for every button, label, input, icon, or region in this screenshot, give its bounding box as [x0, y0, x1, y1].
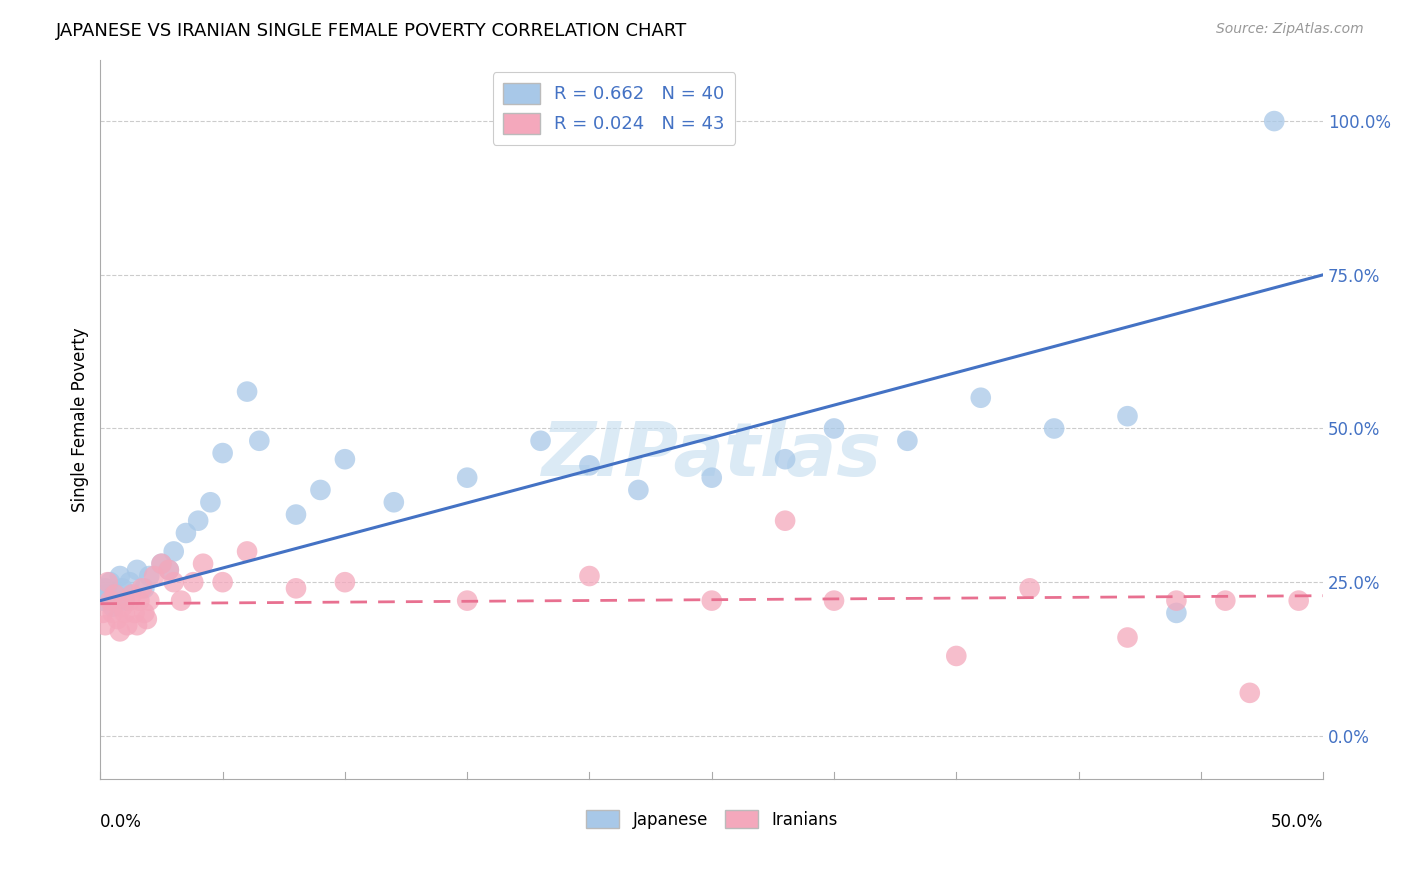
Point [170, 593, 193, 607]
Point [97, 575, 120, 590]
Point [121, 587, 143, 601]
Legend: Japanese, Iranians: Japanese, Iranians [579, 804, 844, 835]
Point [211, 446, 233, 460]
Point [1018, 582, 1040, 596]
Point [94, 618, 117, 632]
Point [578, 458, 600, 473]
Point [247, 434, 270, 448]
Point [107, 593, 129, 607]
Point [98, 575, 121, 590]
Point [773, 514, 796, 528]
Point [163, 575, 186, 590]
Point [118, 575, 141, 590]
Point [101, 606, 124, 620]
Point [94, 582, 117, 596]
Point [125, 618, 148, 632]
Point [163, 544, 186, 558]
Point [107, 612, 129, 626]
Point [191, 557, 214, 571]
Point [285, 508, 308, 522]
Point [1263, 114, 1285, 128]
Point [382, 495, 405, 509]
Point [1116, 631, 1139, 645]
Point [174, 526, 197, 541]
Point [1166, 606, 1188, 620]
Point [333, 452, 356, 467]
Point [143, 569, 166, 583]
Text: ZIPatlas: ZIPatlas [541, 418, 882, 491]
Point [118, 593, 141, 607]
Point [134, 582, 156, 596]
Point [285, 582, 308, 596]
Point [1239, 686, 1261, 700]
Point [150, 557, 173, 571]
Point [1166, 593, 1188, 607]
Point [187, 514, 209, 528]
Point [111, 599, 134, 614]
Point [578, 569, 600, 583]
Point [114, 606, 136, 620]
Text: JAPANESE VS IRANIAN SINGLE FEMALE POVERTY CORRELATION CHART: JAPANESE VS IRANIAN SINGLE FEMALE POVERT… [56, 22, 688, 40]
Point [125, 563, 148, 577]
Point [91, 593, 114, 607]
Point [108, 624, 131, 639]
Point [627, 483, 650, 497]
Point [157, 563, 180, 577]
Point [1213, 593, 1236, 607]
Point [896, 434, 918, 448]
Point [150, 557, 173, 571]
Point [138, 593, 160, 607]
Point [529, 434, 551, 448]
Point [970, 391, 993, 405]
Point [1288, 593, 1310, 607]
Point [138, 569, 160, 583]
Point [108, 569, 131, 583]
Point [823, 593, 845, 607]
Point [104, 587, 127, 601]
Point [456, 593, 478, 607]
Point [945, 648, 967, 663]
Point [1116, 409, 1139, 424]
Text: 50.0%: 50.0% [1271, 813, 1323, 830]
Point [157, 563, 180, 577]
Point [128, 593, 150, 607]
Point [823, 421, 845, 435]
Point [114, 593, 136, 607]
Point [101, 599, 124, 614]
Point [700, 470, 723, 484]
Point [104, 587, 127, 601]
Point [131, 582, 153, 596]
Point [111, 582, 134, 596]
Point [309, 483, 332, 497]
Point [181, 575, 204, 590]
Point [1043, 421, 1066, 435]
Text: 0.0%: 0.0% [100, 813, 142, 830]
Point [200, 495, 222, 509]
Point [456, 470, 478, 484]
Point [236, 544, 259, 558]
Point [700, 593, 723, 607]
Point [773, 452, 796, 467]
Point [134, 606, 156, 620]
Point [91, 606, 114, 620]
Point [97, 587, 120, 601]
Point [124, 606, 146, 620]
Point [117, 618, 139, 632]
Point [211, 575, 233, 590]
Y-axis label: Single Female Poverty: Single Female Poverty [72, 327, 89, 512]
Point [236, 384, 259, 399]
Point [135, 612, 157, 626]
Text: Source: ZipAtlas.com: Source: ZipAtlas.com [1216, 22, 1364, 37]
Point [98, 593, 121, 607]
Point [333, 575, 356, 590]
